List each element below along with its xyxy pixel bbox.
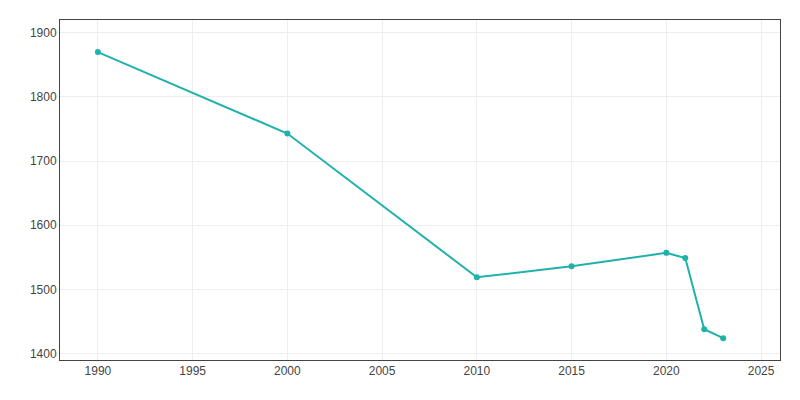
svg-text:1800: 1800: [30, 90, 57, 104]
svg-text:2005: 2005: [369, 364, 396, 378]
svg-text:2000: 2000: [274, 364, 301, 378]
svg-text:2010: 2010: [463, 364, 490, 378]
svg-text:2025: 2025: [748, 364, 775, 378]
svg-text:1990: 1990: [85, 364, 112, 378]
svg-text:1995: 1995: [179, 364, 206, 378]
svg-text:1500: 1500: [30, 283, 57, 297]
svg-text:1600: 1600: [30, 218, 57, 232]
svg-text:1900: 1900: [30, 26, 57, 40]
svg-text:2020: 2020: [653, 364, 680, 378]
svg-text:1400: 1400: [30, 347, 57, 361]
svg-text:1700: 1700: [30, 154, 57, 168]
svg-text:2015: 2015: [558, 364, 585, 378]
